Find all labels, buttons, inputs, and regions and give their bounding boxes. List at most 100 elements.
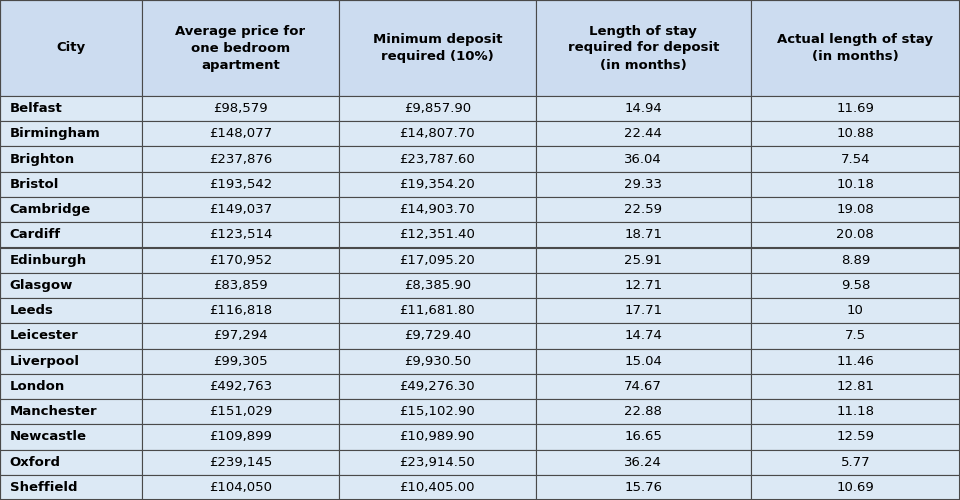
Text: Newcastle: Newcastle [10,430,86,444]
Text: £49,276.30: £49,276.30 [399,380,475,393]
Bar [751,197,960,222]
Text: 22.44: 22.44 [624,128,662,140]
Text: £97,294: £97,294 [213,330,268,342]
Bar [339,172,536,197]
Text: Sheffield: Sheffield [10,481,77,494]
Text: Leeds: Leeds [10,304,54,317]
Text: 14.94: 14.94 [624,102,662,115]
Text: Belfast: Belfast [10,102,62,115]
Text: 9.58: 9.58 [841,279,870,292]
Bar [339,121,536,146]
Text: 7.54: 7.54 [841,152,870,166]
Text: Cambridge: Cambridge [10,203,91,216]
Bar [142,96,339,121]
Bar [0,348,142,374]
Bar [339,450,536,475]
Bar [751,424,960,450]
Text: £193,542: £193,542 [209,178,272,191]
Text: Average price for
one bedroom
apartment: Average price for one bedroom apartment [176,24,305,72]
Bar [142,298,339,323]
Text: 19.08: 19.08 [836,203,875,216]
Text: 16.65: 16.65 [624,430,662,444]
Text: 11.18: 11.18 [836,405,875,418]
Bar [751,121,960,146]
Text: 11.69: 11.69 [836,102,875,115]
Bar [339,222,536,248]
Bar [142,273,339,298]
Bar [142,450,339,475]
Bar [751,146,960,172]
Bar [142,475,339,500]
Bar [536,96,751,121]
Bar [751,96,960,121]
Bar [339,298,536,323]
Text: 5.77: 5.77 [841,456,870,468]
Bar [339,273,536,298]
Bar [0,323,142,348]
Text: £148,077: £148,077 [209,128,272,140]
Bar [339,0,536,96]
Text: Leicester: Leicester [10,330,79,342]
Text: 17.71: 17.71 [624,304,662,317]
Text: 22.88: 22.88 [624,405,662,418]
Bar [536,248,751,273]
Bar [142,374,339,399]
Bar [0,222,142,248]
Text: 18.71: 18.71 [624,228,662,241]
Text: 8.89: 8.89 [841,254,870,266]
Text: 20.08: 20.08 [836,228,875,241]
Bar [339,96,536,121]
Text: Length of stay
required for deposit
(in months): Length of stay required for deposit (in … [567,24,719,72]
Text: 25.91: 25.91 [624,254,662,266]
Text: City: City [57,42,85,54]
Bar [0,146,142,172]
Text: £170,952: £170,952 [209,254,272,266]
Bar [751,475,960,500]
Bar [536,399,751,424]
Bar [536,323,751,348]
Bar [751,374,960,399]
Bar [0,172,142,197]
Text: £99,305: £99,305 [213,354,268,368]
Text: 36.24: 36.24 [624,456,662,468]
Text: £17,095.20: £17,095.20 [399,254,475,266]
Text: Cardiff: Cardiff [10,228,60,241]
Bar [142,121,339,146]
Bar [751,450,960,475]
Text: 14.74: 14.74 [624,330,662,342]
Text: £83,859: £83,859 [213,279,268,292]
Bar [0,121,142,146]
Text: £492,763: £492,763 [209,380,272,393]
Text: £109,899: £109,899 [209,430,272,444]
Text: Manchester: Manchester [10,405,97,418]
Bar [536,172,751,197]
Bar [339,348,536,374]
Text: Birmingham: Birmingham [10,128,101,140]
Text: £9,857.90: £9,857.90 [404,102,470,115]
Bar [0,450,142,475]
Text: 22.59: 22.59 [624,203,662,216]
Bar [339,475,536,500]
Bar [339,374,536,399]
Bar [751,0,960,96]
Bar [0,424,142,450]
Bar [339,146,536,172]
Text: £23,914.50: £23,914.50 [399,456,475,468]
Text: 36.04: 36.04 [624,152,662,166]
Bar [142,146,339,172]
Text: 29.33: 29.33 [624,178,662,191]
Text: £104,050: £104,050 [209,481,272,494]
Bar [0,273,142,298]
Bar [536,424,751,450]
Bar [0,0,142,96]
Text: £14,807.70: £14,807.70 [399,128,475,140]
Bar [339,424,536,450]
Bar [536,0,751,96]
Bar [0,96,142,121]
Bar [142,197,339,222]
Bar [536,197,751,222]
Bar [536,121,751,146]
Bar [142,248,339,273]
Text: £11,681.80: £11,681.80 [399,304,475,317]
Text: £19,354.20: £19,354.20 [399,178,475,191]
